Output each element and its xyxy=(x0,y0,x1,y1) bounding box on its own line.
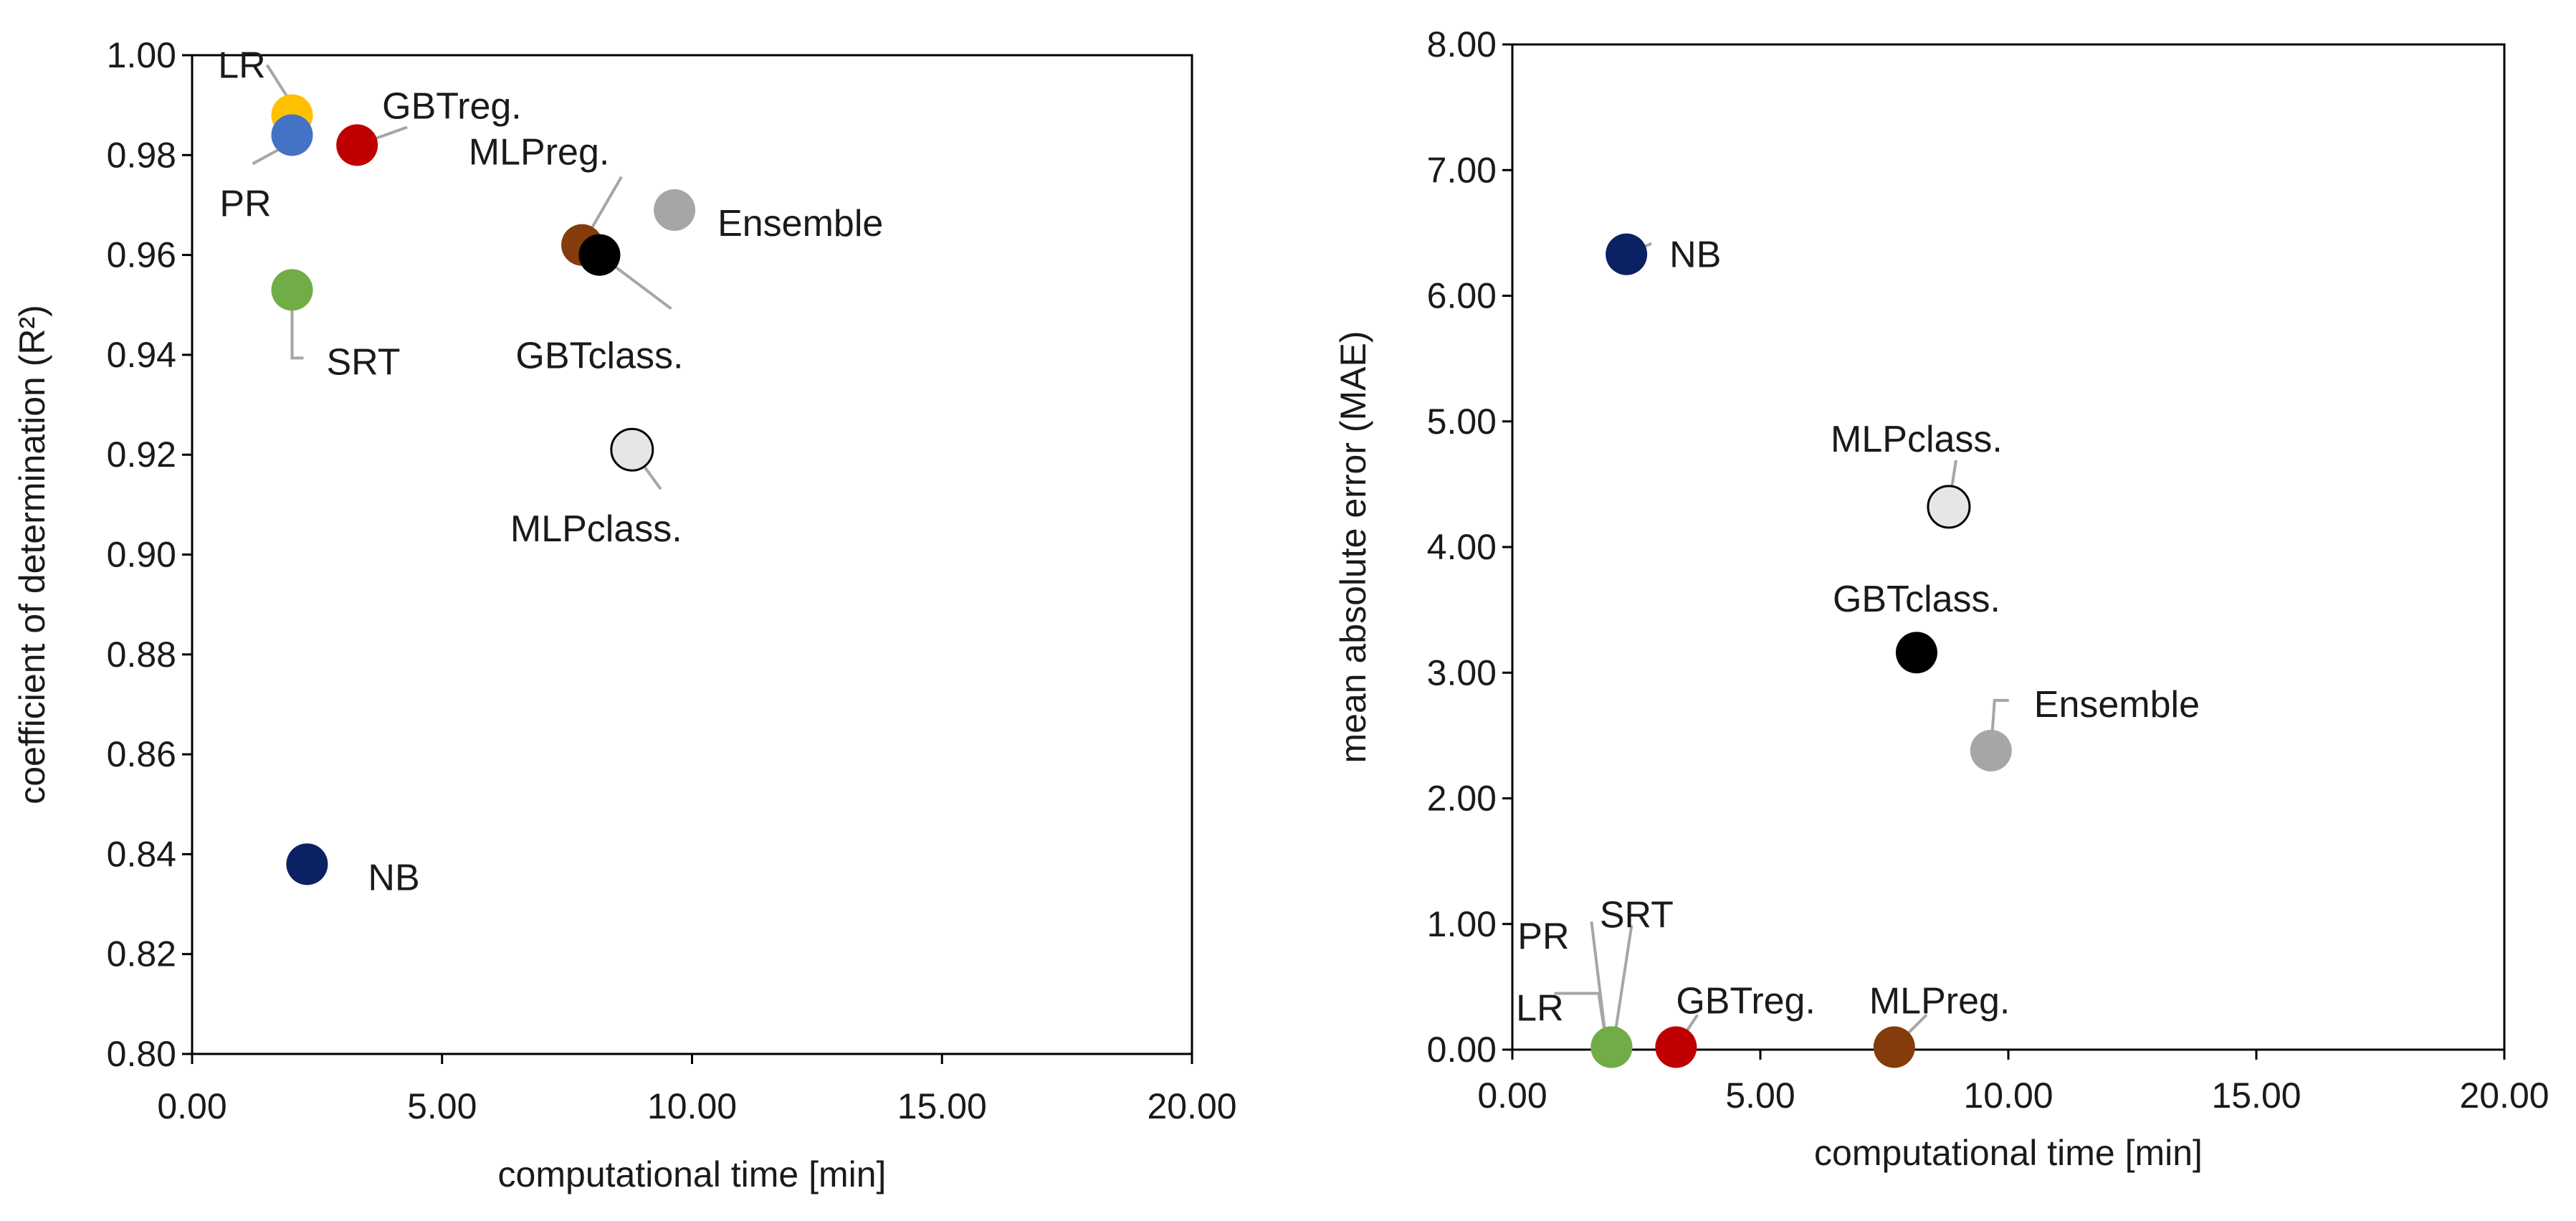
y-tick-label: 2.00 xyxy=(1427,779,1497,819)
point-label: Ensemble xyxy=(2034,684,2200,726)
y-tick-label: 8.00 xyxy=(1427,24,1497,65)
x-tick-label: 5.00 xyxy=(1725,1075,1795,1116)
data-point xyxy=(271,269,313,311)
data-point xyxy=(654,189,696,231)
point-label: MLPclass. xyxy=(1831,419,2003,460)
x-tick-label: 20.00 xyxy=(2459,1075,2549,1116)
y-tick-label: 3.00 xyxy=(1427,652,1497,693)
data-point xyxy=(1873,1026,1915,1068)
y-tick-label: 0.84 xyxy=(107,834,176,874)
x-axis-title: computational time [min] xyxy=(498,1154,887,1194)
y-tick-label: 6.00 xyxy=(1427,276,1497,316)
y-tick-label: 0.88 xyxy=(107,635,176,675)
point-label: NB xyxy=(1669,234,1721,276)
x-tick-label: 10.00 xyxy=(647,1086,737,1126)
point-label: LR xyxy=(1516,987,1563,1029)
point-label: PR xyxy=(1517,916,1569,957)
y-tick-label: 0.86 xyxy=(107,734,176,774)
y-tick-label: 7.00 xyxy=(1427,150,1497,190)
x-tick-label: 15.00 xyxy=(897,1086,987,1126)
point-label: LR xyxy=(218,45,265,87)
x-axis-title: computational time [min] xyxy=(1814,1133,2203,1173)
leader-line xyxy=(290,290,304,360)
data-point xyxy=(286,843,328,885)
point-label: MLPreg. xyxy=(1869,980,2010,1022)
y-tick-label: 0.96 xyxy=(107,235,176,275)
y-tick-label: 1.00 xyxy=(107,35,176,75)
data-point xyxy=(610,427,654,472)
point-label: GBTreg. xyxy=(382,85,522,127)
y-tick-label: 0.80 xyxy=(107,1034,176,1074)
data-point xyxy=(336,124,378,166)
x-tick-label: 15.00 xyxy=(2211,1075,2301,1116)
data-point xyxy=(1590,1026,1633,1068)
y-axis-title: coefficient of determination (R²) xyxy=(12,305,52,804)
y-tick-label: 0.94 xyxy=(107,335,176,375)
y-tick-label: 1.00 xyxy=(1427,904,1497,944)
point-label: Ensemble xyxy=(717,203,883,244)
point-label: MLPreg. xyxy=(469,132,610,174)
chart-mae-vs-time: 0.00 1.00 2.00 3.00 4.00 5.00 6.00 7.00 8.00 0.00… xyxy=(1333,24,2549,1173)
x-tick-label: 0.00 xyxy=(1477,1075,1547,1116)
point-label: SRT xyxy=(327,341,401,383)
x-tick-label: 20.00 xyxy=(1147,1086,1236,1126)
point-label: GBTclass. xyxy=(515,336,683,377)
x-tick-label: 0.00 xyxy=(157,1086,226,1126)
data-point xyxy=(1970,729,2012,771)
data-point xyxy=(1655,1026,1697,1068)
point-label: NB xyxy=(368,857,419,898)
y-tick-label: 0.90 xyxy=(107,535,176,575)
x-tick-label: 10.00 xyxy=(1963,1075,2053,1116)
y-tick-label: 0.00 xyxy=(1427,1030,1497,1070)
data-point xyxy=(1927,485,1971,529)
data-point xyxy=(578,234,621,276)
x-tick-label: 5.00 xyxy=(407,1086,477,1126)
data-point xyxy=(1895,632,1937,674)
data-point xyxy=(1606,233,1648,275)
leader-line xyxy=(1590,921,1608,1039)
y-tick-label: 0.82 xyxy=(107,934,176,974)
y-tick-label: 0.92 xyxy=(107,434,176,475)
point-label: PR xyxy=(219,183,271,224)
chart-r2-vs-time: 0.80 0.82 0.84 0.86 0.88 0.90 0.92 0.94 0.96 0.98… xyxy=(12,35,1237,1194)
point-label: SRT xyxy=(1600,894,1674,936)
point-label: MLPclass. xyxy=(510,508,682,550)
y-tick-label: 5.00 xyxy=(1427,402,1497,442)
leader-line xyxy=(1613,925,1633,1039)
point-label: GBTreg. xyxy=(1676,980,1816,1022)
data-point xyxy=(271,114,313,156)
y-tick-label: 4.00 xyxy=(1427,527,1497,567)
y-axis-title: mean absolute error (MAE) xyxy=(1333,331,1373,763)
y-tick-label: 0.98 xyxy=(107,135,176,175)
point-label: GBTclass. xyxy=(1833,579,2000,620)
